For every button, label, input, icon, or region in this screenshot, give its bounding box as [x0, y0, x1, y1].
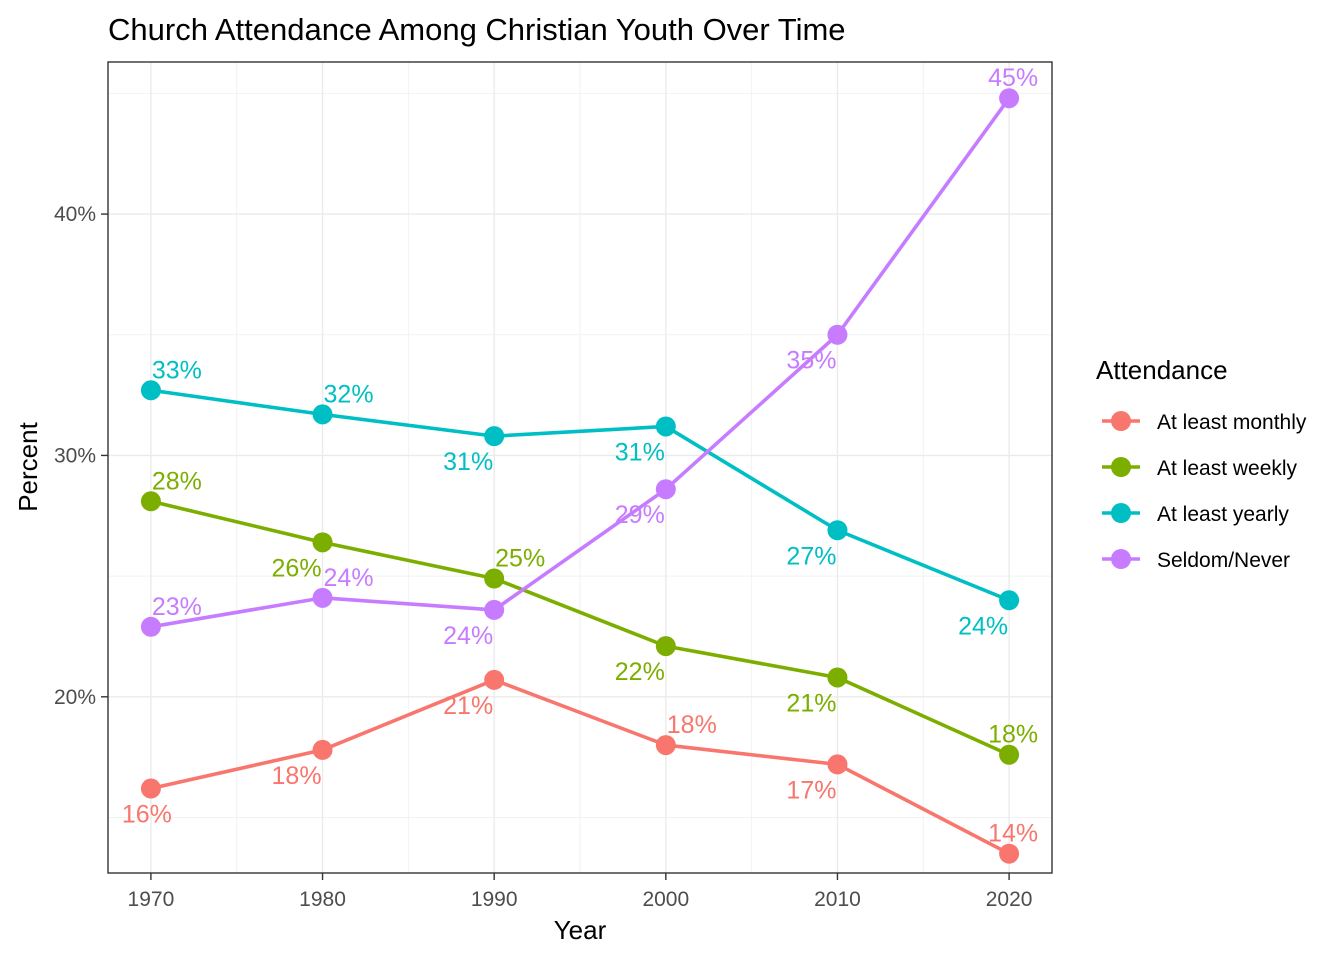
- series-lines: [150, 97, 1011, 856]
- data-label: 28%: [152, 467, 202, 495]
- series-line: [150, 499, 1010, 757]
- series-line: [150, 388, 1010, 602]
- data-point: [484, 599, 505, 620]
- series-line: [150, 97, 1011, 629]
- data-label: 18%: [667, 711, 717, 739]
- data-point: [999, 88, 1020, 109]
- x-axis-title: Year: [554, 915, 607, 945]
- data-label: 18%: [988, 721, 1038, 749]
- data-point: [312, 587, 333, 608]
- data-point: [312, 739, 333, 760]
- x-tick-label: 1990: [471, 888, 518, 911]
- data-point: [484, 568, 505, 589]
- data-point: [312, 404, 333, 425]
- data-label: 29%: [615, 501, 665, 529]
- x-tick-label: 2000: [642, 888, 689, 911]
- y-tick-label: 40%: [54, 203, 96, 226]
- data-label: 45%: [988, 64, 1038, 92]
- data-label: 17%: [786, 776, 836, 804]
- data-point: [484, 669, 505, 690]
- data-label: 24%: [443, 622, 493, 650]
- data-label: 35%: [786, 347, 836, 375]
- data-point: [827, 754, 848, 775]
- legend-key-point: [1111, 549, 1131, 569]
- data-point: [827, 667, 848, 688]
- data-point: [999, 744, 1020, 765]
- data-point: [999, 843, 1020, 864]
- data-point: [655, 416, 676, 437]
- legend-label: Seldom/Never: [1157, 549, 1290, 572]
- x-tick-label: 2010: [814, 888, 861, 911]
- data-point: [140, 616, 161, 637]
- legend-label: At least monthly: [1157, 411, 1307, 434]
- legend-key-point: [1111, 503, 1131, 523]
- data-point: [655, 735, 676, 756]
- data-label: 31%: [615, 438, 665, 466]
- data-label: 16%: [122, 801, 172, 829]
- legend-key-point: [1111, 457, 1131, 477]
- data-label: 22%: [615, 658, 665, 686]
- x-tick-label: 1980: [299, 888, 346, 911]
- data-label: 33%: [152, 356, 202, 384]
- legend-label: At least yearly: [1157, 503, 1289, 526]
- legend-key-point: [1111, 411, 1131, 431]
- x-tick-label: 1970: [128, 888, 175, 911]
- data-label: 21%: [786, 689, 836, 717]
- data-labels: 16% 18% 21% 18% 17% 14% 28% 26% 25% 22% 21% 18% 33% 3…: [122, 64, 1038, 847]
- chart-title: Church Attendance Among Christian Youth …: [108, 12, 846, 47]
- data-point: [312, 532, 333, 553]
- legend-title: Attendance: [1096, 355, 1228, 385]
- data-point: [827, 520, 848, 541]
- data-label: 26%: [272, 554, 322, 582]
- plot-panel-border: [107, 61, 1053, 874]
- y-tick-label: 20%: [54, 686, 96, 709]
- data-point: [484, 426, 505, 447]
- data-label: 24%: [324, 564, 374, 592]
- data-label: 21%: [443, 692, 493, 720]
- series-points: [140, 88, 1020, 864]
- x-tick-label: 2020: [986, 888, 1033, 911]
- legend-label: At least weekly: [1157, 457, 1298, 480]
- data-label: 23%: [152, 593, 202, 621]
- axes: 1970 1980 1990 2000 2010 2020 20% 30% 40%: [54, 203, 1032, 911]
- data-label: 27%: [786, 542, 836, 570]
- data-point: [140, 380, 161, 401]
- data-label: 25%: [495, 545, 545, 573]
- data-point: [827, 324, 848, 345]
- data-label: 14%: [988, 820, 1038, 848]
- series-line: [150, 678, 1010, 856]
- data-point: [140, 778, 161, 799]
- data-point: [655, 636, 676, 657]
- y-tick-label: 30%: [54, 444, 96, 467]
- data-label: 18%: [272, 762, 322, 790]
- data-label: 24%: [958, 612, 1008, 640]
- data-point: [655, 479, 676, 500]
- data-label: 32%: [324, 380, 374, 408]
- data-label: 31%: [443, 448, 493, 476]
- data-point: [999, 590, 1020, 611]
- legend: Attendance At least monthly At least week…: [1096, 355, 1307, 572]
- y-axis-title: Percent: [13, 421, 43, 511]
- grid: [108, 62, 1052, 873]
- data-point: [140, 491, 161, 512]
